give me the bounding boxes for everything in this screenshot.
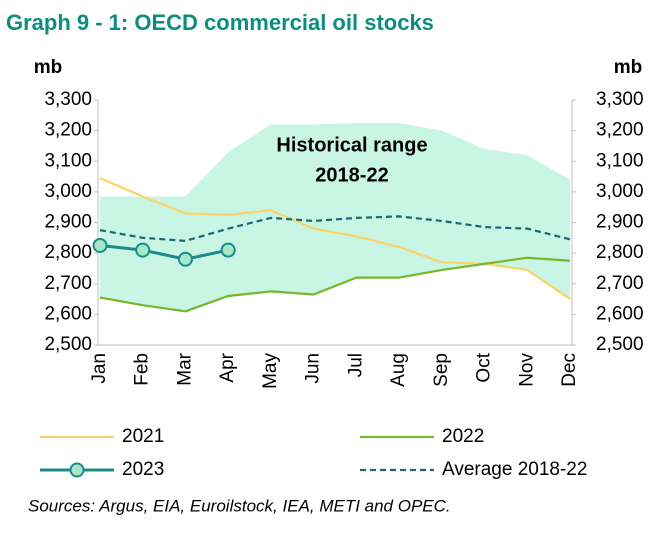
x-tick-label: Jan xyxy=(89,353,110,384)
series-marker xyxy=(92,237,108,253)
y2-tick-label: 2,700 xyxy=(596,273,644,294)
legend-label: 2021 xyxy=(122,426,164,447)
series-marker xyxy=(135,242,151,258)
x-tick-label: Sep xyxy=(431,353,452,387)
y-tick-label: 2,800 xyxy=(44,242,92,263)
legend-label: Average 2018-22 xyxy=(442,459,587,480)
y2-tick-label: 3,000 xyxy=(596,181,644,202)
x-tick-label: Jul xyxy=(345,353,366,377)
legend-marker xyxy=(69,462,85,478)
y2-tick-label: 3,100 xyxy=(596,150,644,171)
historical-range xyxy=(100,122,570,312)
x-tick-label: Aug xyxy=(388,353,409,387)
y-tick-label: 3,000 xyxy=(44,181,92,202)
chart-title: Graph 9 - 1: OECD commercial oil stocks xyxy=(6,10,434,35)
x-tick-label: Nov xyxy=(516,353,537,387)
y-tick-label: 2,600 xyxy=(44,303,92,324)
series-line xyxy=(99,177,571,300)
y-axis-label: mb xyxy=(34,57,63,78)
x-tick-label: May xyxy=(260,353,281,389)
y2-tick-label: 3,300 xyxy=(596,89,644,110)
x-tick-label: Apr xyxy=(217,352,238,382)
x-tick-label: Mar xyxy=(174,352,195,385)
y-tick-label: 3,200 xyxy=(44,120,92,141)
legend-label: 2023 xyxy=(122,459,164,480)
y2-tick-label: 2,500 xyxy=(596,334,644,355)
source: Sources: Argus, EIA, Euroilstock, IEA, M… xyxy=(28,496,451,515)
y2-tick-label: 3,200 xyxy=(596,120,644,141)
y2-tick-label: 2,600 xyxy=(596,303,644,324)
y-tick-label: 2,700 xyxy=(44,273,92,294)
y-tick-label: 3,100 xyxy=(44,150,92,171)
series-marker xyxy=(177,251,193,267)
x-tick-label: Feb xyxy=(132,353,153,386)
legend-label: 2022 xyxy=(442,426,484,447)
annotation: Historical range xyxy=(276,134,427,156)
x-tick-label: Oct xyxy=(474,352,495,382)
x-tick-label: Jun xyxy=(303,353,324,384)
annotation: 2018-22 xyxy=(315,164,388,186)
y-tick-label: 2,500 xyxy=(44,334,92,355)
series-marker xyxy=(220,242,236,258)
y-tick-label: 2,900 xyxy=(44,212,92,233)
y2-tick-label: 2,900 xyxy=(596,212,644,233)
series-line xyxy=(99,256,571,313)
x-tick-label: Dec xyxy=(559,353,580,387)
y-tick-label: 3,300 xyxy=(44,89,92,110)
y2-axis-label: mb xyxy=(614,57,643,78)
series-line xyxy=(99,243,229,261)
y2-tick-label: 2,800 xyxy=(596,242,644,263)
